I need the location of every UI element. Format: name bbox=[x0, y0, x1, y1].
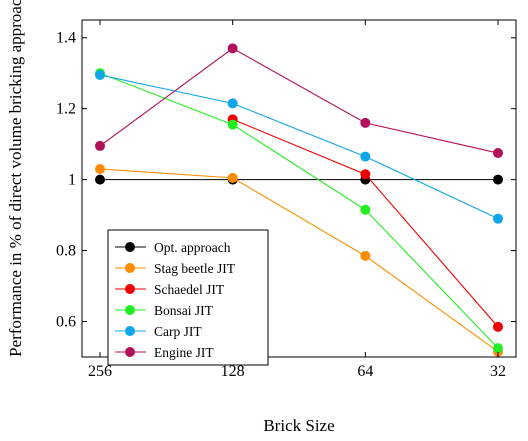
legend-marker-2 bbox=[125, 284, 135, 294]
series-3-point-1 bbox=[227, 119, 238, 130]
series-5-point-3 bbox=[493, 148, 503, 159]
legend-label-3: Bonsai JIT bbox=[154, 303, 214, 318]
y-tick-label-0: 0.6 bbox=[56, 314, 76, 331]
legend-label-0: Opt. approach bbox=[154, 240, 231, 255]
axis-ticks: 256 128 64 32 0.6 0.8 1 1.2 1.4 bbox=[56, 20, 516, 380]
y-tick-label-4: 1.4 bbox=[56, 30, 76, 47]
x-tick-label-1: 128 bbox=[221, 363, 245, 380]
series-5-point-2 bbox=[360, 117, 371, 128]
legend: Opt. approach Stag beetle JIT Schaedel JIT… bbox=[107, 229, 269, 366]
legend-box bbox=[107, 229, 269, 366]
legend-marker-0 bbox=[125, 242, 135, 252]
legend-marker-4 bbox=[125, 326, 135, 336]
series-4-point-3 bbox=[493, 213, 503, 224]
series-0-point-0 bbox=[95, 174, 105, 185]
series-1-point-2 bbox=[360, 250, 371, 261]
legend-label-2: Schaedel JIT bbox=[154, 282, 225, 297]
series-line-3 bbox=[99, 72, 499, 349]
legend-label-1: Stag beetle JIT bbox=[154, 261, 236, 276]
plot-frame bbox=[81, 19, 517, 358]
series-4-point-0 bbox=[95, 69, 105, 80]
series-4-point-2 bbox=[360, 151, 371, 162]
legend-label-5: Engine JIT bbox=[154, 345, 214, 360]
series-2-point-1 bbox=[360, 169, 371, 180]
series-line-4 bbox=[99, 74, 499, 220]
x-tick-label-2: 64 bbox=[357, 363, 373, 380]
series-1-point-0 bbox=[95, 163, 105, 174]
series-0-point-3 bbox=[493, 174, 503, 185]
x-tick-label-0: 256 bbox=[88, 363, 112, 380]
y-axis-title: Performance in % of direct volume bricki… bbox=[6, 0, 25, 357]
legend-marker-1 bbox=[125, 263, 135, 273]
x-tick-label-3: 32 bbox=[490, 363, 506, 380]
series-3-point-2 bbox=[360, 204, 371, 215]
series-5-point-1 bbox=[227, 43, 238, 54]
y-tick-label-2: 1 bbox=[68, 172, 76, 189]
legend-label-4: Carp JIT bbox=[154, 324, 202, 339]
y-tick-label-3: 1.2 bbox=[56, 101, 76, 118]
x-axis-title: Brick Size bbox=[263, 416, 334, 435]
series-line-5 bbox=[99, 47, 499, 154]
legend-marker-5 bbox=[125, 347, 135, 357]
series-3-point-3 bbox=[493, 343, 503, 354]
series-2-point-2 bbox=[493, 321, 503, 332]
series-4-point-1 bbox=[227, 98, 238, 109]
legend-marker-3 bbox=[125, 305, 135, 315]
series-1-point-1 bbox=[227, 172, 238, 183]
series-line-1 bbox=[99, 168, 499, 353]
y-tick-label-1: 0.8 bbox=[56, 243, 76, 260]
series-5-point-0 bbox=[95, 140, 105, 151]
plot-content bbox=[95, 43, 503, 357]
